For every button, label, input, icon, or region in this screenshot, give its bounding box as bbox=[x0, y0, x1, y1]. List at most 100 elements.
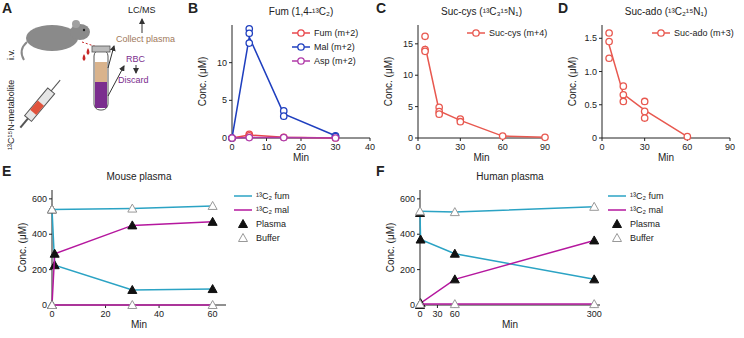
legend-label: Buffer bbox=[256, 233, 280, 243]
data-point bbox=[641, 108, 647, 114]
data-point bbox=[128, 221, 137, 229]
y-axis-label: Conc. (μM) bbox=[17, 223, 28, 273]
data-point bbox=[590, 275, 599, 283]
data-point bbox=[450, 275, 459, 283]
x-tick bbox=[266, 138, 267, 141]
legend: Suc-ado (m+3) bbox=[652, 28, 734, 38]
data-point bbox=[450, 249, 459, 257]
y-tick-label: 200 bbox=[32, 265, 47, 275]
y-tick bbox=[49, 269, 52, 270]
y-tick bbox=[49, 234, 52, 235]
data-point bbox=[50, 249, 59, 257]
tube-rbc bbox=[95, 82, 107, 108]
y-axis bbox=[418, 25, 419, 138]
panel-a: A¹³C¹⁵N-metabolitei.v.LC/MSCollect plasm… bbox=[2, 0, 175, 150]
x-tick bbox=[437, 305, 438, 308]
plot-area bbox=[422, 33, 548, 140]
y-tick-label: 5 bbox=[222, 95, 227, 105]
syringe-barrel bbox=[25, 88, 55, 121]
legend-label: Fum (m+2) bbox=[314, 28, 358, 38]
data-point bbox=[128, 301, 137, 309]
data-point bbox=[48, 301, 57, 309]
panel-letter: B bbox=[188, 0, 198, 16]
series-line bbox=[420, 207, 594, 212]
plot-area bbox=[48, 201, 218, 308]
chart-panel: BFum (1,4-¹³C₂)0102030400510MinConc. (μM… bbox=[188, 0, 375, 163]
diagram-label: ¹³C¹⁵N-metabolite bbox=[6, 80, 16, 150]
tube-cap bbox=[92, 46, 110, 52]
y-tick bbox=[599, 38, 602, 39]
legend: ¹³C₂ fum¹³C₂ malPlasmaBuffer bbox=[234, 191, 290, 243]
legend: Fum (m+2)Mal (m+2)Asp (m+2) bbox=[292, 28, 358, 66]
x-tick-label: 20 bbox=[101, 309, 111, 319]
y-tick bbox=[229, 100, 232, 101]
arrow bbox=[142, 19, 143, 33]
y-axis-label: Conc. (μM) bbox=[385, 223, 396, 273]
y-tick bbox=[415, 138, 418, 139]
chart-title: Human plasma bbox=[476, 171, 544, 182]
syringe-label bbox=[30, 101, 44, 115]
series-line bbox=[232, 37, 336, 138]
data-point bbox=[606, 55, 612, 61]
data-point bbox=[229, 135, 235, 141]
legend-label: ¹³C₂ mal bbox=[630, 205, 663, 215]
legend-marker bbox=[298, 30, 304, 36]
blood-drop bbox=[87, 48, 90, 55]
legend-marker bbox=[298, 58, 304, 64]
panel-letter: F bbox=[376, 163, 385, 179]
legend-label: Buffer bbox=[630, 233, 654, 243]
y-tick-label: 0 bbox=[222, 133, 227, 143]
panel-letter: C bbox=[376, 0, 386, 16]
diagram-label: RBC bbox=[126, 54, 146, 64]
y-tick-label: 1.0 bbox=[584, 67, 597, 77]
data-point bbox=[246, 30, 252, 36]
x-axis-label: Min bbox=[293, 152, 309, 163]
legend-label: Plasma bbox=[630, 219, 660, 229]
mouse-ear bbox=[72, 20, 80, 28]
y-tick bbox=[415, 43, 418, 44]
y-tick bbox=[417, 198, 420, 199]
y-tick-label: 10 bbox=[217, 58, 227, 68]
series-line bbox=[420, 213, 594, 279]
data-point bbox=[620, 98, 626, 104]
y-tick-label: 600 bbox=[32, 194, 47, 204]
data-point bbox=[620, 83, 626, 89]
mouse-tail bbox=[22, 42, 27, 60]
legend-line bbox=[608, 209, 626, 211]
data-point bbox=[281, 134, 287, 140]
data-point bbox=[246, 134, 252, 140]
syringe bbox=[17, 77, 64, 130]
data-point bbox=[48, 205, 57, 213]
x-tick-label: 0 bbox=[599, 142, 604, 152]
data-point bbox=[416, 207, 425, 215]
legend-marker bbox=[239, 234, 248, 242]
series-line bbox=[609, 45, 687, 137]
y-tick bbox=[599, 71, 602, 72]
x-axis-label: Min bbox=[131, 319, 147, 330]
y-axis bbox=[232, 25, 233, 138]
y-axis-label: Conc. (μM) bbox=[197, 57, 208, 107]
x-tick-label: 30 bbox=[330, 142, 340, 152]
x-axis bbox=[418, 138, 545, 139]
data-point bbox=[208, 201, 217, 209]
data-point bbox=[606, 30, 612, 36]
y-tick bbox=[417, 234, 420, 235]
x-tick-label: 10 bbox=[261, 142, 271, 152]
data-point bbox=[684, 133, 690, 139]
legend-line bbox=[234, 209, 252, 211]
x-tick-label: 0 bbox=[415, 142, 420, 152]
x-tick-label: 60 bbox=[682, 142, 692, 152]
data-point bbox=[620, 92, 626, 98]
y-axis-label: Conc. (μM) bbox=[567, 57, 578, 107]
data-point bbox=[436, 111, 442, 117]
x-tick bbox=[644, 138, 645, 141]
y-tick bbox=[599, 104, 602, 105]
data-point bbox=[641, 115, 647, 121]
y-tick bbox=[599, 138, 602, 139]
y-tick-label: 400 bbox=[32, 229, 47, 239]
data-point bbox=[641, 98, 647, 104]
data-point bbox=[229, 135, 235, 141]
data-point bbox=[229, 135, 235, 141]
y-tick-label: 200 bbox=[400, 265, 415, 275]
series-line bbox=[420, 303, 594, 305]
